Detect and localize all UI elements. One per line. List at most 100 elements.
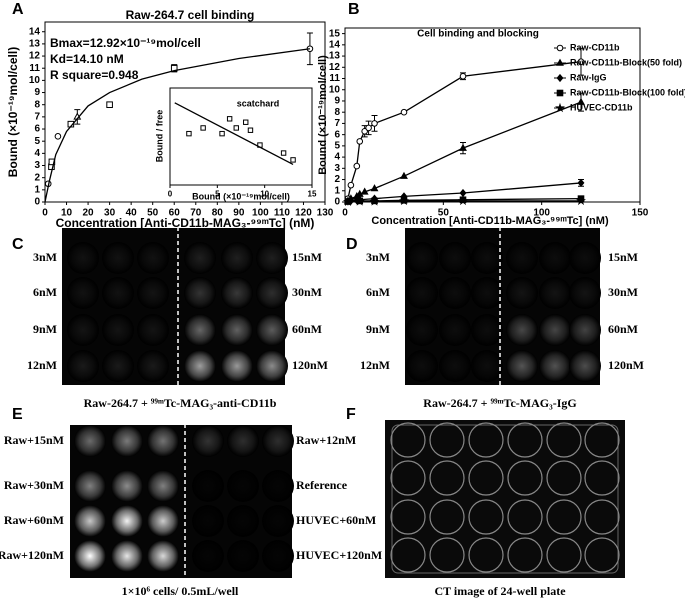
marker [353,162,361,170]
well [406,350,438,382]
panel-label: C [12,236,24,253]
row-label: 60nM [292,322,322,336]
well-outline [429,422,465,458]
x-tick-label: 50 [147,208,159,219]
well [111,470,143,502]
well [256,314,288,346]
y-tick-label: 1 [334,185,340,196]
row-label: 15nM [292,250,322,264]
well [221,242,253,274]
well-outline [584,460,620,496]
well [569,242,601,274]
row-label: Reference [296,478,348,492]
well [406,314,438,346]
marker [219,130,225,137]
marker [369,196,380,206]
well [262,470,294,502]
x-tick-label: 70 [190,208,202,219]
well [184,242,216,274]
x-axis-label: Concentration [Anti-CD11b-MAG₃-⁹⁹ᵐTc] (n… [56,216,315,230]
plate-outline [391,424,619,574]
well [506,277,538,309]
row-label: 9nM [33,322,57,336]
row-label: 120nM [292,358,328,372]
plot-frame [169,87,313,186]
well [221,350,253,382]
well [539,242,571,274]
y-axis-label: Bound (×10⁻¹⁹mol/cell) [317,55,329,175]
caption: CT image of 24-well plate [434,584,566,598]
well [439,277,471,309]
panel-label: D [346,236,358,253]
data-line [174,102,294,166]
row-label: 9nM [366,322,390,336]
well [227,470,259,502]
marker [459,188,467,198]
well-outline [546,499,582,535]
row-label: Raw+120nM [0,548,64,562]
x-tick-label: 50 [438,208,450,219]
y-axis-label: Bound / free [154,110,164,163]
y-tick-label: 14 [29,26,41,37]
x-tick-label: 5 [215,189,220,198]
well [221,314,253,346]
well [102,242,134,274]
marker [370,184,379,192]
y-tick-label: 9 [34,87,40,98]
marker [399,195,409,206]
well [147,425,179,457]
y-tick-label: 6 [34,124,40,135]
y-tick-label: 15 [329,28,341,39]
marker [347,181,355,189]
marker [577,178,585,188]
well-outline [390,422,426,458]
y-tick-label: 5 [34,136,40,147]
marker [400,108,408,116]
well [471,350,503,382]
well [227,540,259,572]
row-label: 3nM [33,250,57,264]
x-tick-label: 130 [317,208,334,219]
row-label: 6nM [33,285,57,299]
marker [247,127,254,133]
well [74,470,106,502]
well [221,277,253,309]
well-outline [507,422,543,458]
well [147,540,179,572]
legend-marker [556,73,564,83]
image-background [385,420,625,578]
well [137,277,169,309]
well [67,350,99,382]
row-label: 15nM [608,250,638,264]
x-tick-label: 40 [126,208,138,219]
marker [280,150,287,156]
well [192,470,224,502]
y-tick-label: 14 [329,39,341,50]
well [192,540,224,572]
well [539,277,571,309]
marker [233,125,239,131]
well-outline [429,460,465,496]
well [227,425,259,457]
row-label: 12nM [360,358,390,372]
well-outline [584,537,620,573]
row-label: 120nM [608,358,644,372]
well [102,277,134,309]
y-tick-label: 6 [334,129,340,140]
well [102,350,134,382]
well-outline [429,499,465,535]
y-tick-label: 11 [29,63,40,74]
well-outline [507,499,543,535]
row-label: HUVEC+60nM [296,513,376,527]
row-label: Raw+12nM [296,433,356,447]
row-label: Raw+30nM [4,478,64,492]
annotation: R square=0.948 [50,68,139,82]
well [506,314,538,346]
row-label: 30nM [608,285,638,299]
well [227,505,259,537]
x-tick-label: 100 [252,208,269,219]
well [506,350,538,382]
well [147,470,179,502]
annotation: Kd=14.10 nM [50,52,124,66]
well [471,242,503,274]
